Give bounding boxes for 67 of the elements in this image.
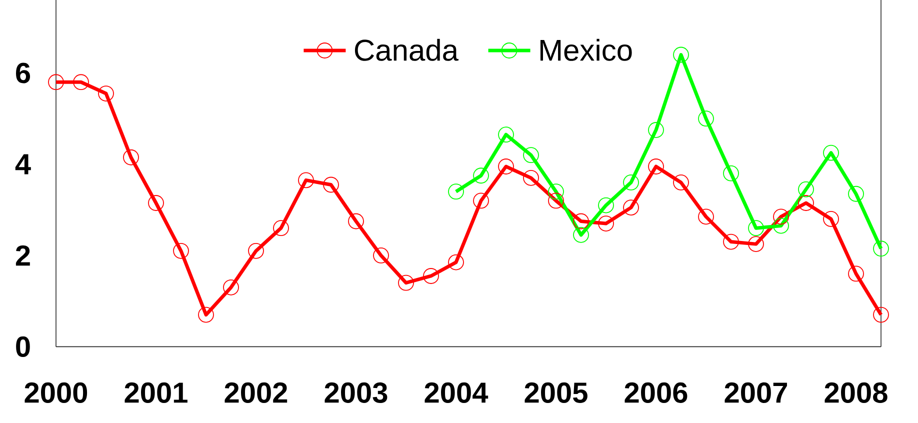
point — [748, 236, 764, 252]
point — [323, 176, 339, 193]
point — [473, 192, 489, 209]
legend-label: Mexico — [540, 38, 632, 61]
x-tick-label: 2001 — [124, 382, 188, 403]
point — [823, 211, 839, 227]
point — [723, 234, 739, 250]
y-tick-label: 4 — [15, 154, 31, 174]
point — [273, 220, 289, 236]
point — [698, 208, 714, 225]
x-tick-label: 2006 — [624, 382, 688, 403]
x-tick-label: 2004 — [424, 382, 488, 403]
point — [448, 254, 464, 270]
y-tick-label: 6 — [16, 62, 30, 84]
x-tick-label: 2002 — [224, 382, 288, 403]
point — [123, 149, 139, 166]
point — [198, 306, 214, 323]
point — [798, 181, 814, 198]
point — [423, 268, 439, 284]
point — [848, 266, 864, 282]
point — [373, 248, 389, 264]
x-tick-label: 2003 — [324, 382, 388, 403]
point — [673, 174, 689, 190]
point — [673, 46, 689, 63]
point — [398, 274, 414, 291]
y-tick-label: 2 — [16, 245, 30, 266]
x-tick-label: 2000 — [24, 382, 88, 403]
point — [523, 147, 539, 164]
point — [748, 220, 764, 236]
point — [873, 240, 889, 257]
point — [773, 218, 789, 234]
y-tick-label: 0 — [16, 336, 30, 357]
point — [598, 216, 614, 232]
x-tick-label: 2007 — [724, 382, 787, 403]
x-tick-label: 2005 — [524, 382, 588, 403]
point — [73, 74, 89, 90]
legend-label: Canada — [354, 38, 459, 61]
point — [573, 226, 589, 243]
point — [798, 195, 814, 211]
point — [348, 213, 364, 230]
point — [448, 184, 464, 200]
point — [848, 186, 864, 202]
point — [223, 279, 239, 296]
point — [573, 213, 589, 230]
point — [298, 172, 314, 188]
point — [773, 208, 789, 225]
point — [598, 197, 614, 214]
point — [248, 242, 264, 259]
point — [648, 158, 664, 174]
point — [548, 184, 564, 200]
point — [523, 170, 539, 186]
x-tick-label: 2008 — [824, 382, 888, 403]
point — [823, 144, 839, 161]
point — [698, 110, 714, 127]
point — [623, 200, 639, 216]
point — [548, 192, 564, 209]
point — [648, 122, 664, 138]
point — [498, 158, 514, 174]
point — [723, 165, 739, 182]
point — [173, 242, 189, 259]
point — [98, 86, 114, 102]
point — [148, 195, 164, 211]
point — [473, 168, 489, 184]
point — [873, 306, 889, 323]
point — [623, 174, 639, 190]
point — [48, 74, 64, 90]
point — [498, 126, 514, 143]
